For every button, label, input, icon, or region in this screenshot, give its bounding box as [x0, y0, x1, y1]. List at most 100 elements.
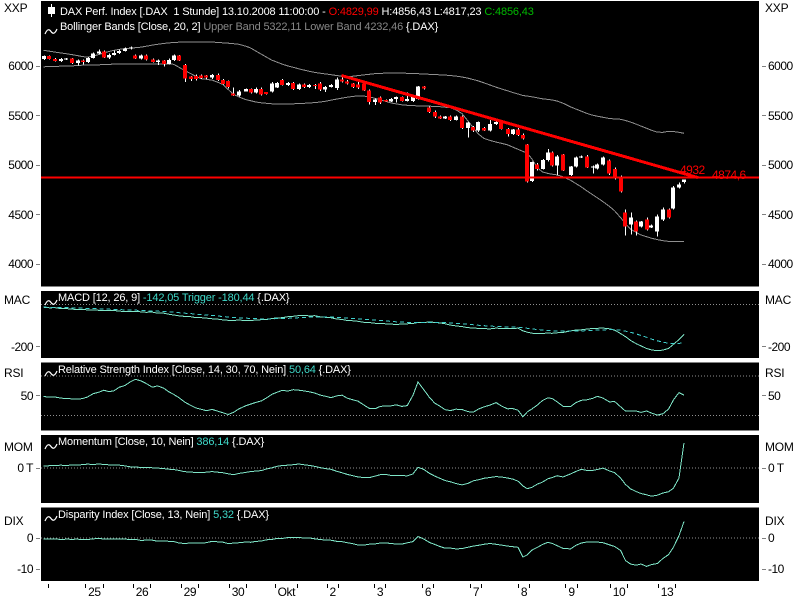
candle-body-down [367, 90, 371, 103]
candle-body-up [591, 166, 595, 168]
x-axis-day-label-25[interactable]: 25 [88, 584, 101, 599]
y-tick-dash-right [761, 65, 766, 67]
candle-body-down [438, 116, 442, 119]
candle-body-down [634, 221, 638, 232]
main-legend-instrument-segment-2: H:4856,43 L:4817,23 [378, 6, 485, 18]
x-axis-day-label-26[interactable]: 26 [135, 584, 149, 599]
candle-body-up [237, 91, 241, 96]
candle-body-up [671, 187, 675, 209]
y-tick-label-left-dix-0: 0 [26, 531, 34, 545]
x-axis-day-label-3[interactable]: 3 [376, 584, 384, 599]
candle-body-up [117, 51, 121, 53]
candle-body-down [506, 128, 510, 134]
mom-wave-icon [44, 438, 58, 450]
candle-body-down [482, 127, 486, 131]
bollinger-upper-band [43, 41, 685, 134]
candle-body-down [499, 121, 503, 129]
x-axis-day-label-30[interactable]: 30 [231, 584, 245, 599]
candlestick-icon [46, 4, 57, 17]
candle-body-up [569, 166, 573, 176]
x-axis-tick [565, 584, 567, 588]
y-tick-dash-right [761, 115, 766, 117]
candle-body-down [433, 111, 437, 117]
y-tick-dash-right [761, 346, 766, 348]
candle-body-up [601, 157, 605, 165]
y-tick-label-left-rsi-50: 50 [20, 388, 34, 403]
candle-body-down [667, 209, 671, 218]
y-tick-dash-left [35, 568, 40, 570]
x-axis-tick [576, 584, 578, 588]
x-axis-tick [180, 584, 182, 588]
y-tick-label-left-main-4000: 4000 [8, 257, 33, 272]
candle-body-up [476, 122, 480, 131]
candle-body-up [677, 184, 681, 188]
candle-body-up [97, 51, 101, 54]
candle-body-down [613, 169, 617, 178]
x-axis-tick [517, 584, 519, 588]
candle-body-up [405, 98, 409, 101]
y-tick-dash-right [761, 164, 766, 166]
candle-body-down [47, 56, 51, 60]
candle-body-up [541, 160, 545, 169]
candle-body-up [129, 47, 133, 49]
panel-id-label-left-rsi: RSI [4, 365, 24, 380]
candle-body-down [516, 129, 520, 135]
candle-body-down [302, 84, 306, 87]
candle-body-down [471, 127, 475, 131]
x-axis-day-label-Okt[interactable]: Okt [277, 584, 296, 599]
panel-rsi-background [41, 362, 759, 431]
candle-body-down [189, 76, 193, 79]
y-tick-dash-left [35, 164, 40, 166]
x-axis-day-label-7[interactable]: 7 [472, 584, 480, 599]
x-axis-tick [85, 584, 87, 588]
x-axis-day-label-10[interactable]: 10 [612, 584, 626, 599]
x-axis-day-label-13[interactable]: 13 [660, 584, 674, 599]
candle-body-up [323, 86, 327, 90]
x-axis-day-label-9[interactable]: 9 [568, 584, 575, 599]
x-axis-day-label-2[interactable]: 2 [329, 584, 337, 599]
main-legend-bollinger-segment-1: Upper Band 5322,11 Lower Band 4232,46 [203, 20, 406, 33]
candle-body-up [335, 79, 339, 89]
candle-body-up [254, 88, 258, 93]
x-axis-tick [385, 584, 387, 588]
candle-body-up [275, 82, 279, 88]
downtrend-line[interactable] [341, 74, 699, 180]
x-axis-tick [297, 584, 299, 588]
y-tick-label-left-macd--200: -200 [10, 339, 34, 354]
macd-legend-segment-2: {.DAX} [254, 292, 290, 305]
candle-body-down [318, 83, 322, 90]
macd-trigger-line [43, 306, 685, 345]
candle-body-down [216, 74, 220, 80]
panel-id-label-left-dix: DIX [4, 513, 24, 528]
candle-body-up [139, 55, 143, 59]
candle-body-down [162, 60, 166, 65]
x-axis-day-label-29[interactable]: 29 [183, 584, 197, 599]
y-tick-dash-left [35, 65, 40, 67]
candle-body-down [194, 75, 198, 80]
momentum-line [43, 442, 685, 497]
x-axis-tick [469, 584, 471, 588]
x-axis-day-label-6[interactable]: 6 [424, 584, 432, 599]
candle-body-down [313, 84, 317, 86]
candle-body-down [259, 88, 263, 95]
candle-body-up [661, 209, 665, 220]
x-axis-tick [609, 584, 611, 588]
candle-body-down [340, 79, 344, 82]
candle-body-down [199, 75, 203, 78]
y-tick-dash-right [761, 537, 766, 539]
panel-id-label-right-main: XXP [765, 1, 789, 15]
main-legend-instrument-segment-1: O:4829,99 [328, 6, 379, 18]
candle-body-down [460, 116, 464, 128]
panel-id-label-right-macd: MAC [765, 293, 792, 307]
bollinger-wave-icon [44, 23, 58, 34]
candle-body-down [81, 60, 85, 62]
x-axis-day-label-8[interactable]: 8 [520, 584, 528, 599]
rsi-wave-icon [44, 365, 58, 377]
candle-body-up [210, 74, 214, 78]
candle-body-up [76, 60, 80, 63]
candle-body-down [561, 154, 565, 171]
candle-body-up [530, 162, 534, 182]
panel-main-background [41, 1, 759, 287]
x-axis-tick [246, 584, 248, 588]
